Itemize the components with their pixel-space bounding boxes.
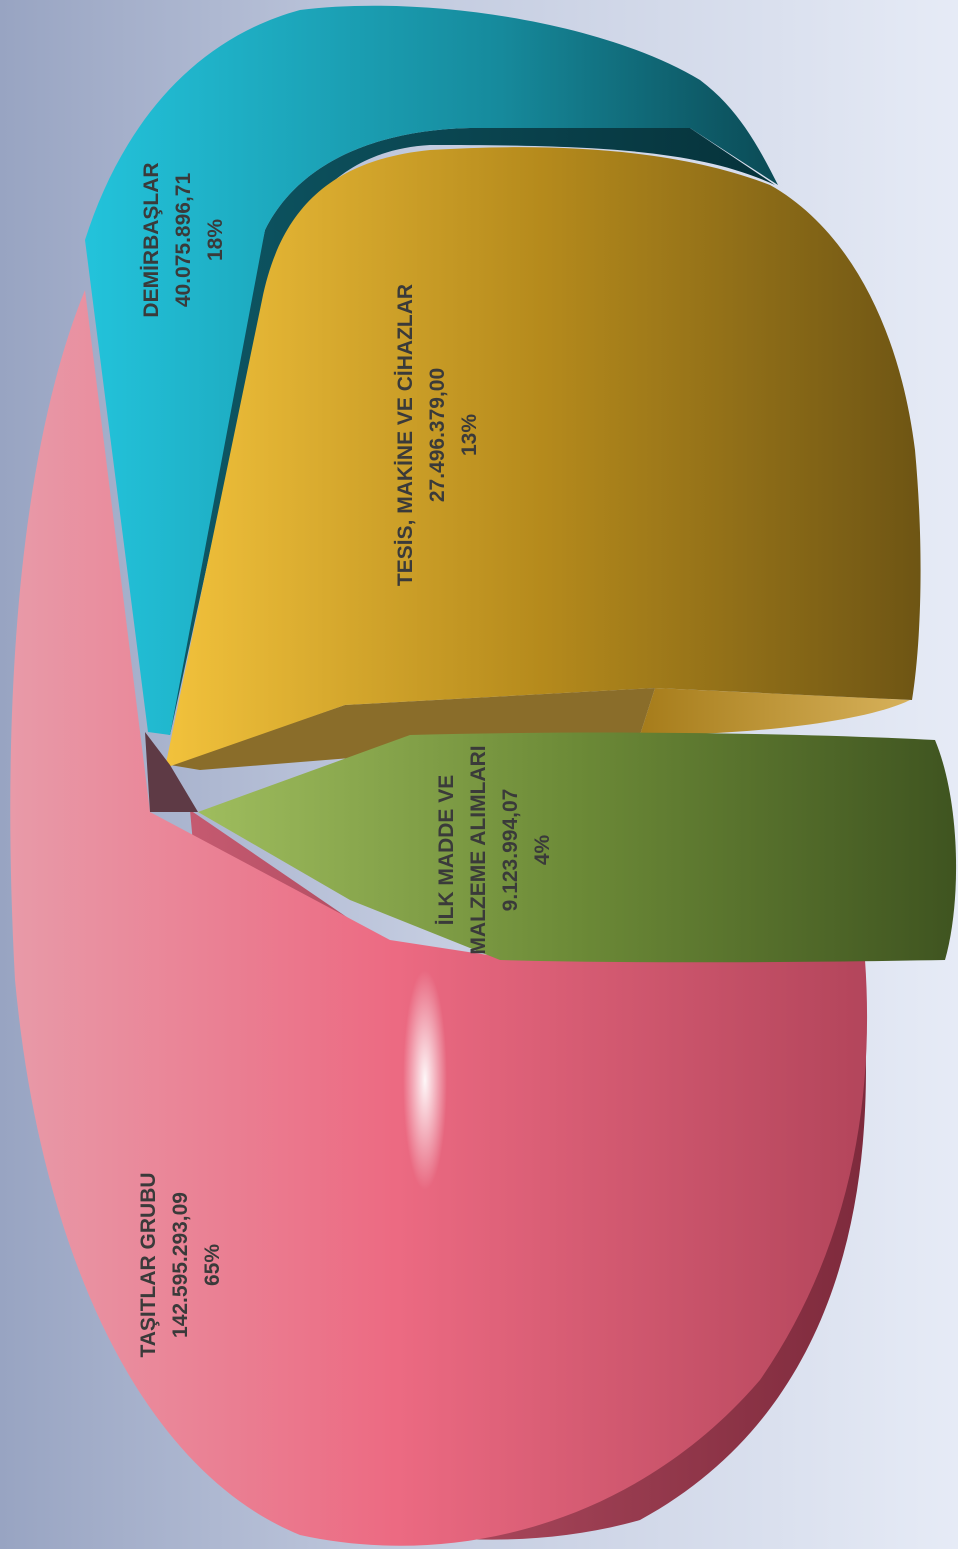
slice-labels: TAŞITLAR GRUBU 142.595.293,09 65% DEMİRBAŞL…	[137, 162, 554, 1357]
pie-slice-tesis-wedge	[170, 688, 655, 770]
pie-slice-tasitlar	[10, 290, 868, 1546]
slice-value-ilk-madde: 9.123.994,07	[499, 789, 522, 912]
slice-value-demirbaslar: 40.075.896,71	[172, 173, 195, 308]
slice-label-demirbaslar: DEMİRBAŞLAR	[140, 162, 163, 317]
pie-slice-ilk-madde-top	[198, 732, 957, 963]
slice-label-tasitlar: TAŞITLAR GRUBU 142.595.293,09 65%	[137, 1172, 224, 1357]
slice-label-tesis: TESİS, MAKİNE VE CİHAZLAR 27.496.379,00 13…	[394, 284, 481, 586]
slice-label-ilk-madde: İLK MADDE VE MALZEME ALIMLARI 9.123.994,07…	[435, 745, 554, 954]
pie-slice-tesis-top	[165, 147, 921, 768]
slice-label-demirbaslar: DEMİRBAŞLAR 40.075.896,71 18%	[140, 162, 227, 317]
pie-slice-tesis	[165, 147, 921, 770]
slice-label-tasitlar: TAŞITLAR GRUBU	[137, 1172, 160, 1357]
slice-label-line-1-ilk-madde: MALZEME ALIMLARI	[467, 745, 490, 954]
pie-slice-demirbaslar-top	[85, 5, 778, 736]
slice-value-tasitlar: 142.595.293,09	[169, 1192, 192, 1338]
slice-percent-ilk-madde: 4%	[531, 835, 554, 866]
slice-label-line-0-ilk-madde: İLK MADDE VE	[435, 775, 458, 926]
slice-label-tesis: TESİS, MAKİNE VE CİHAZLAR	[394, 284, 417, 586]
pie-slice-tesis-side	[640, 688, 910, 735]
pie-slice-ilk-madde	[198, 732, 957, 963]
slice-percent-tesis: 13%	[458, 414, 481, 456]
slice-percent-demirbaslar: 18%	[204, 219, 227, 261]
pie-slice-demirbaslar	[85, 5, 778, 736]
slice-value-tesis: 27.496.379,00	[426, 368, 449, 502]
pie-slice-tasitlar-top	[10, 290, 868, 1546]
pie-slice-tasitlar-highlight	[403, 970, 447, 1190]
pie-center-shadow	[145, 732, 198, 812]
slice-percent-tasitlar: 65%	[201, 1244, 224, 1286]
